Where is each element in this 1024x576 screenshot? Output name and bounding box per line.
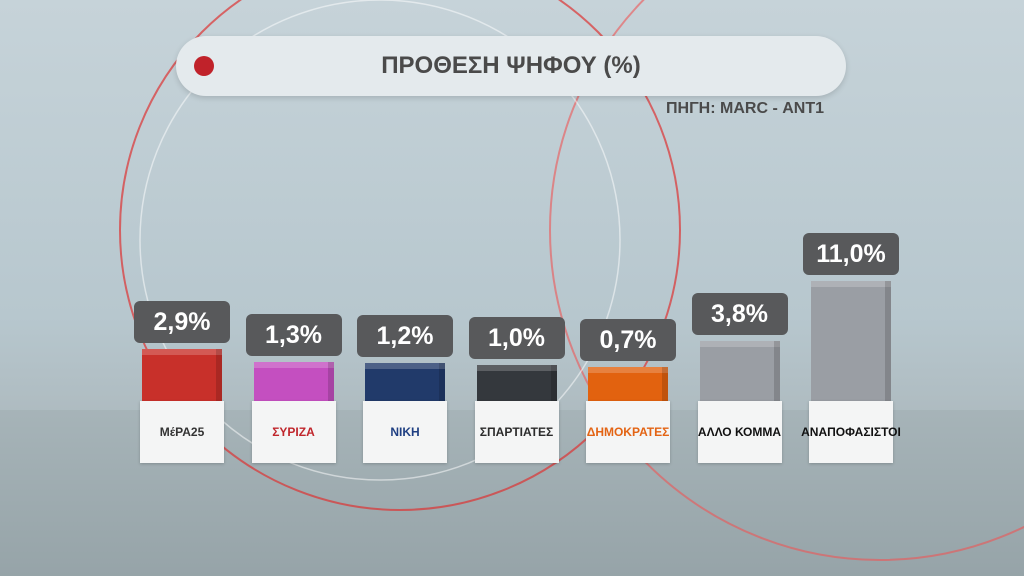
value-label: 2,9% [134,300,230,343]
bar [365,362,445,401]
bar [588,367,668,401]
value-label: 1,3% [245,314,342,357]
value-label: 1,2% [357,314,453,357]
category-label: ΜέΡΑ25 [140,401,224,463]
bar [476,364,557,401]
title-dot [194,56,214,76]
title-bar [176,36,846,96]
source: ΠΗΓΗ: MARC - ΑΝΤ1 [665,100,824,117]
category-label: ΣΥΡΙΖΑ [251,401,336,463]
category-label: ΑΝΑΠΟΦΑΣΙΣΤΟΙ [801,401,901,463]
value-label: 11,0% [803,233,899,275]
bar [142,348,222,401]
category-label: ΑΛΛΟ ΚΟΜΜΑ [697,401,782,463]
bar [253,362,334,401]
value-label: 1,0% [468,316,565,359]
value-label: 3,8% [691,293,788,336]
category-label: ΣΠΑΡΤΙΑΤΕΣ [474,401,559,463]
category-label: ΝΙΚΗ [363,401,447,463]
value-label: 0,7% [580,319,676,362]
category-label: ΔΗΜΟΚΡΑΤΕΣ [586,401,670,463]
chart-title: ΠΡΟΘΕΣΗ ΨΗΦΟΥ (%) [381,52,641,79]
bar [699,341,780,401]
bar [811,281,891,401]
